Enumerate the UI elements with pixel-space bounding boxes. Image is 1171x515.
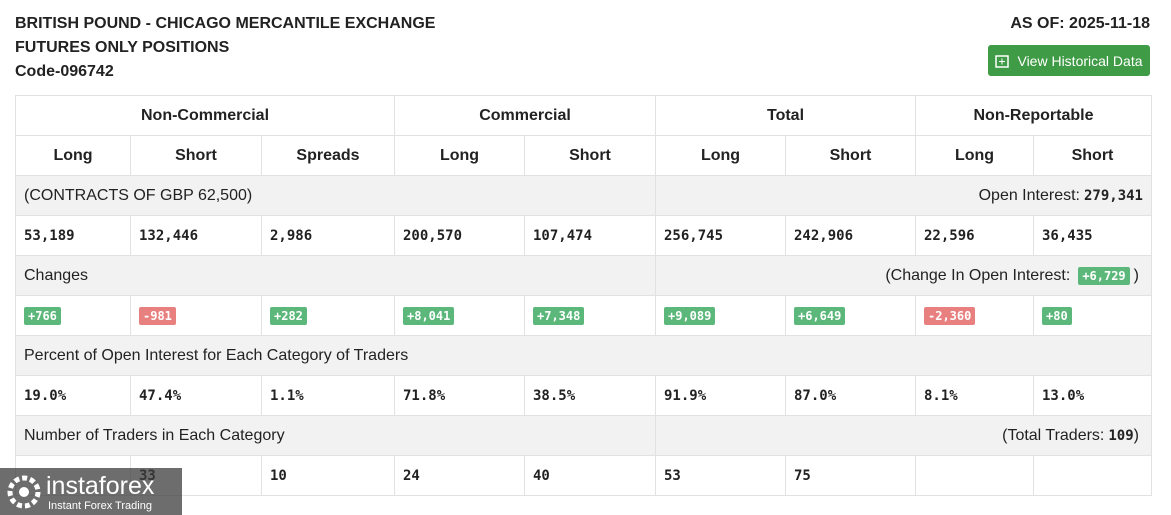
summary-label: ) xyxy=(1133,266,1139,284)
value-cell: 200,570 xyxy=(394,215,525,256)
summary-label: ) xyxy=(1133,426,1139,444)
value-cell: 10 xyxy=(261,455,395,496)
value-cell: +282 xyxy=(261,295,395,336)
section-label: Number of Traders in Each Category xyxy=(15,415,656,456)
row: 53,189 132,446 2,986 200,570 107,474 256,745 2… xyxy=(15,215,1152,256)
subtitle: FUTURES ONLY POSITIONS xyxy=(15,39,230,56)
column-header: Short xyxy=(785,135,916,176)
value-cell: 53 xyxy=(655,455,786,496)
cot-table: Non-Commercial Commercial Total Non-Reporta… xyxy=(15,95,1152,496)
column-header: Long xyxy=(15,135,131,176)
column-header: Spreads xyxy=(261,135,395,176)
value-cell: 87.0% xyxy=(785,375,916,416)
tagline: Instant Forex Trading xyxy=(48,500,152,512)
section-label: Changes xyxy=(15,255,656,296)
section-summary: (Total Traders: 109) xyxy=(655,415,1152,456)
calendar-icon xyxy=(995,54,1010,68)
section-summary: Open Interest: 279,341 xyxy=(655,175,1152,216)
row: Long Short Spreads Long Short Long Short Long Sh… xyxy=(15,135,1152,176)
empty-cell xyxy=(915,455,1034,496)
value-cell: +7,348 xyxy=(524,295,656,336)
value-cell: +8,041 xyxy=(394,295,525,336)
summary-value: +6,729 xyxy=(1078,266,1130,285)
section-label: (CONTRACTS OF GBP 62,500) xyxy=(15,175,656,216)
summary-value: 109 xyxy=(1108,427,1134,444)
as-of: AS OF: 2025-11-18 xyxy=(1010,15,1150,32)
value-cell: 2,986 xyxy=(261,215,395,256)
value-cell: -2,360 xyxy=(915,295,1034,336)
change-badge: -981 xyxy=(139,306,176,325)
watermark: instaforex Instant Forex Trading xyxy=(0,468,182,515)
summary-label: (Change In Open Interest: xyxy=(885,266,1071,284)
row: Changes (Change In Open Interest: +6,729) xyxy=(15,255,1152,296)
value-cell: 53,189 xyxy=(15,215,131,256)
summary-label: (Total Traders: xyxy=(1002,426,1105,444)
row: 331024405375 xyxy=(15,455,1152,496)
value-cell: +6,649 xyxy=(785,295,916,336)
value-cell: 71.8% xyxy=(394,375,525,416)
value-cell: +9,089 xyxy=(655,295,786,336)
code: Code-096742 xyxy=(15,63,114,80)
brand: instaforex xyxy=(46,472,155,500)
group-header: Non-Commercial xyxy=(15,95,395,136)
value-cell: 242,906 xyxy=(785,215,916,256)
group-header: Non-Reportable xyxy=(915,95,1152,136)
column-header: Long xyxy=(394,135,525,176)
value-cell: 107,474 xyxy=(524,215,656,256)
column-header: Long xyxy=(915,135,1034,176)
value-cell: 132,446 xyxy=(130,215,262,256)
logo xyxy=(7,475,41,509)
change-badge: +8,041 xyxy=(403,306,455,325)
change-badge: +766 xyxy=(24,306,61,325)
value-cell: 256,745 xyxy=(655,215,786,256)
empty-cell xyxy=(1033,455,1152,496)
section-summary: (Change In Open Interest: +6,729) xyxy=(655,255,1152,296)
change-badge: +6,649 xyxy=(794,306,846,325)
value-cell: 75 xyxy=(785,455,916,496)
change-badge: +282 xyxy=(270,306,307,325)
row: 19.0% 47.4% 1.1% 71.8% 38.5% 91.9% 87.0% 8.1% 13… xyxy=(15,375,1152,416)
row: (CONTRACTS OF GBP 62,500) Open Interest: 2… xyxy=(15,175,1152,216)
section-label: Percent of Open Interest for Each Catego… xyxy=(15,335,1152,376)
value-cell: 36,435 xyxy=(1033,215,1152,256)
change-badge: +9,089 xyxy=(664,306,716,325)
historical-button[interactable]: View Historical Data xyxy=(988,45,1150,76)
value-cell: 40 xyxy=(524,455,656,496)
row: Non-Commercial Commercial Total Non-Reporta… xyxy=(15,95,1152,136)
column-header: Short xyxy=(130,135,262,176)
change-badge: -2,360 xyxy=(924,306,976,325)
button-label: View Historical Data xyxy=(1017,52,1143,69)
column-header: Short xyxy=(1033,135,1152,176)
value-cell: 1.1% xyxy=(261,375,395,416)
title: BRITISH POUND - CHICAGO MERCANTILE EXCHA… xyxy=(15,15,436,32)
row: Number of Traders in Each Category (Total… xyxy=(15,415,1152,456)
value-cell: 24 xyxy=(394,455,525,496)
value-cell: 8.1% xyxy=(915,375,1034,416)
value-cell: 47.4% xyxy=(130,375,262,416)
group-header: Commercial xyxy=(394,95,656,136)
value-cell: +80 xyxy=(1033,295,1152,336)
summary-label: Open Interest: xyxy=(978,186,1080,204)
change-badge: +7,348 xyxy=(533,306,585,325)
summary-value: 279,341 xyxy=(1083,187,1143,204)
value-cell: 13.0% xyxy=(1033,375,1152,416)
value-cell: 22,596 xyxy=(915,215,1034,256)
change-badge: +80 xyxy=(1042,306,1072,325)
group-header: Total xyxy=(655,95,916,136)
value-cell: 38.5% xyxy=(524,375,656,416)
value-cell: +766 xyxy=(15,295,131,336)
value-cell: 91.9% xyxy=(655,375,786,416)
row: +766 -981 +282 +8,041 +7,348 +9,089 +6,649 -2,3… xyxy=(15,295,1152,336)
column-header: Short xyxy=(524,135,656,176)
value-cell: -981 xyxy=(130,295,262,336)
row: Percent of Open Interest for Each Catego… xyxy=(15,335,1152,376)
column-header: Long xyxy=(655,135,786,176)
value-cell: 19.0% xyxy=(15,375,131,416)
